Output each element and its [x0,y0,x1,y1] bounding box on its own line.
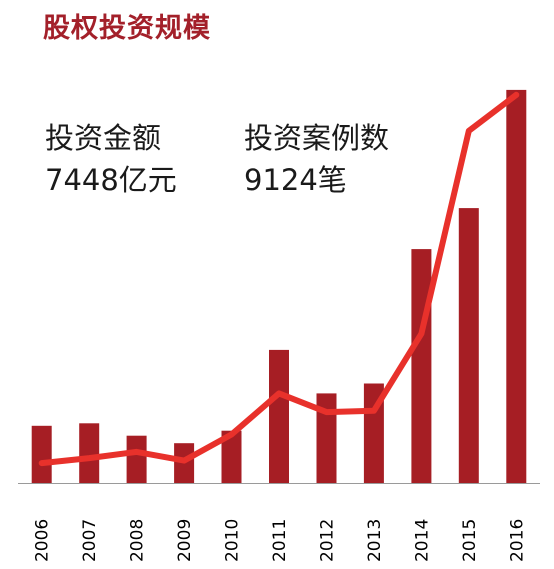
x-tick-2010: 2010 [223,519,243,562]
x-tick-2006: 2006 [33,519,53,562]
investment-amount-stat: 投资金额 7448亿元 [45,117,177,201]
x-tick-2013: 2013 [365,519,385,562]
investment-deals-value: 9124笔 [244,163,347,197]
x-tick-2016: 2016 [507,519,527,562]
x-tick-2012: 2012 [318,519,338,562]
x-tick-2007: 2007 [80,519,100,562]
bars-group [31,89,527,484]
bar-2006 [31,425,52,483]
x-tick-labels: 2006 2007 2008 2009 2010 2011 2012 2013 2014 2015… [33,519,528,562]
investment-amount-label: 投资金额 [45,121,162,155]
bar-2012 [316,393,337,483]
investment-amount-value: 7448亿元 [45,163,177,197]
x-tick-2014: 2014 [412,519,432,562]
x-tick-2015: 2015 [460,519,480,562]
x-tick-2011: 2011 [270,519,290,562]
trend-line [38,91,520,467]
bar-2016 [506,89,527,484]
bar-2014 [411,249,432,483]
x-tick-2009: 2009 [175,519,195,562]
bar-2010 [221,430,242,483]
bar-2015 [458,208,479,483]
chart-title: 股权投资规模 [43,13,211,44]
investment-deals-stat: 投资案例数 9124笔 [244,117,389,201]
bar-2011 [269,349,289,483]
investment-deals-label: 投资案例数 [244,121,390,155]
bar-2008 [126,435,147,483]
x-tick-2008: 2008 [128,519,148,562]
bar-2007 [79,423,100,483]
